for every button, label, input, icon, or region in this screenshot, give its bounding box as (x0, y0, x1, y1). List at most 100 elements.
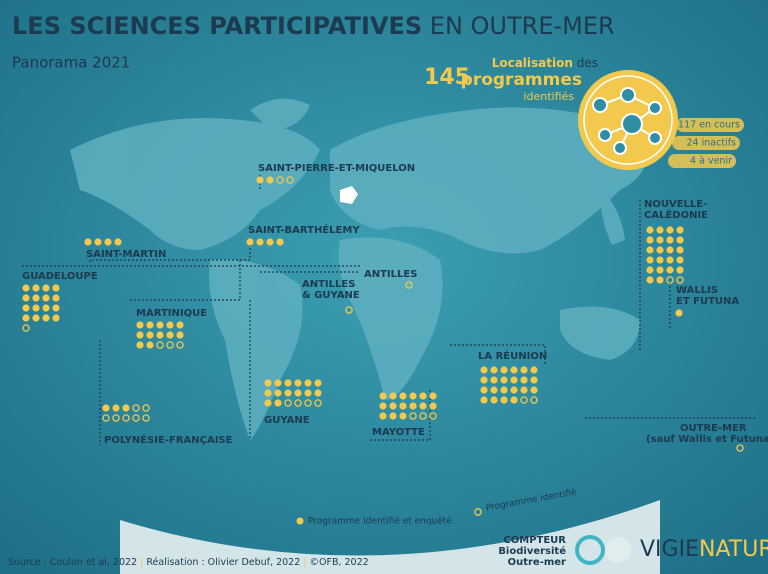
dot-filled (146, 321, 154, 329)
footer-copyright: ©OFB, 2022 (310, 557, 369, 568)
dot-filled (156, 321, 164, 329)
dot-filled (676, 246, 684, 254)
dot-open (666, 276, 674, 284)
title-bold: LES SCIENCES PARTICIPATIVES (12, 12, 422, 40)
summary-line3: identifiés (523, 90, 574, 103)
dot-open (676, 276, 684, 284)
dot-filled (646, 276, 654, 284)
logo-vigie-a: VIGIE (640, 537, 699, 562)
dot-open (314, 399, 322, 407)
territory-label: GUYANE (264, 415, 310, 426)
dot-filled (510, 376, 518, 384)
dot-filled (409, 392, 417, 400)
dot-filled (419, 392, 427, 400)
dot-filled (656, 276, 664, 284)
dot-filled (112, 404, 120, 412)
dot-filled (42, 284, 50, 292)
dot-filled (52, 304, 60, 312)
status-label: 4 à venir (690, 156, 732, 167)
dot-filled (264, 389, 272, 397)
dot-filled (646, 266, 654, 274)
logo-vigie-b: NATURE (699, 537, 768, 562)
dot-filled (294, 379, 302, 387)
dot-filled (656, 256, 664, 264)
dot-filled (490, 376, 498, 384)
dot-filled (266, 238, 274, 246)
dot-open (286, 176, 294, 184)
dot-filled (666, 266, 674, 274)
dot-filled (429, 392, 437, 400)
footer: Source : Coulon et al, 2022 | Réalisatio… (8, 557, 369, 568)
summary-total: 145 (424, 65, 470, 90)
dot-open (345, 306, 353, 314)
dot-filled (676, 256, 684, 264)
dot-filled (675, 309, 683, 317)
logo-icon (605, 537, 631, 563)
summary-line1-rest: des (573, 56, 598, 70)
territory-label: MAYOTTE (372, 427, 425, 438)
dot-filled (520, 376, 528, 384)
dot-open (122, 414, 130, 422)
dot-open (419, 412, 427, 420)
dot-filled (42, 314, 50, 322)
status-pill (668, 154, 736, 168)
dot-filled (176, 321, 184, 329)
dot-filled (480, 396, 488, 404)
dot-filled (264, 399, 272, 407)
territory-label: (sauf Wallis et Futuna) (646, 434, 768, 445)
dot-filled (389, 412, 397, 420)
dot-filled (136, 341, 144, 349)
logo-icon (575, 535, 605, 565)
territory-label: MARTINIQUE (136, 308, 207, 319)
dot-filled (314, 389, 322, 397)
dot-filled (480, 386, 488, 394)
dot-open (520, 396, 528, 404)
dot-filled (22, 314, 30, 322)
dot-filled (389, 392, 397, 400)
dot-open (304, 399, 312, 407)
dot-filled (419, 402, 427, 410)
dot-filled (256, 238, 264, 246)
status-pill (676, 118, 744, 132)
dot-filled (399, 412, 407, 420)
status-label: 117 en cours (678, 120, 740, 131)
dot-filled (646, 236, 654, 244)
dot-filled (666, 246, 674, 254)
dot-filled (294, 389, 302, 397)
dot-filled (32, 284, 40, 292)
territory-label: SAINT-MARTIN (86, 249, 166, 260)
dot-filled (480, 376, 488, 384)
dot-filled (136, 331, 144, 339)
dot-filled (500, 396, 508, 404)
dot-filled (146, 341, 154, 349)
dot-filled (52, 314, 60, 322)
dot-filled (42, 304, 50, 312)
dot-open (166, 341, 174, 349)
dot-open (142, 404, 150, 412)
logo-line: Biodiversité (498, 545, 566, 557)
dot-filled (166, 321, 174, 329)
dot-open (112, 414, 120, 422)
dot-open (132, 414, 140, 422)
dot-filled (389, 402, 397, 410)
dot-filled (646, 256, 654, 264)
logo-compteur: COMPTEUR Biodiversité Outre-mer (498, 535, 566, 568)
legend-filled-dot (296, 517, 304, 525)
dot-filled (646, 226, 654, 234)
dot-filled (274, 379, 282, 387)
dot-filled (256, 176, 264, 184)
title: LES SCIENCES PARTICIPATIVES EN OUTRE-MER (12, 12, 615, 40)
territory-label: GUADELOUPE (22, 271, 98, 282)
dot-filled (500, 386, 508, 394)
dot-filled (314, 379, 322, 387)
summary-line2: programmes (461, 70, 582, 90)
territory-label: ANTILLES (302, 279, 355, 290)
dot-filled (304, 389, 312, 397)
dot-filled (530, 386, 538, 394)
dot-filled (676, 226, 684, 234)
dot-open (530, 396, 538, 404)
dot-filled (104, 238, 112, 246)
dot-filled (284, 389, 292, 397)
summary-ring (583, 75, 673, 165)
territory-label: OUTRE-MER (680, 423, 747, 434)
